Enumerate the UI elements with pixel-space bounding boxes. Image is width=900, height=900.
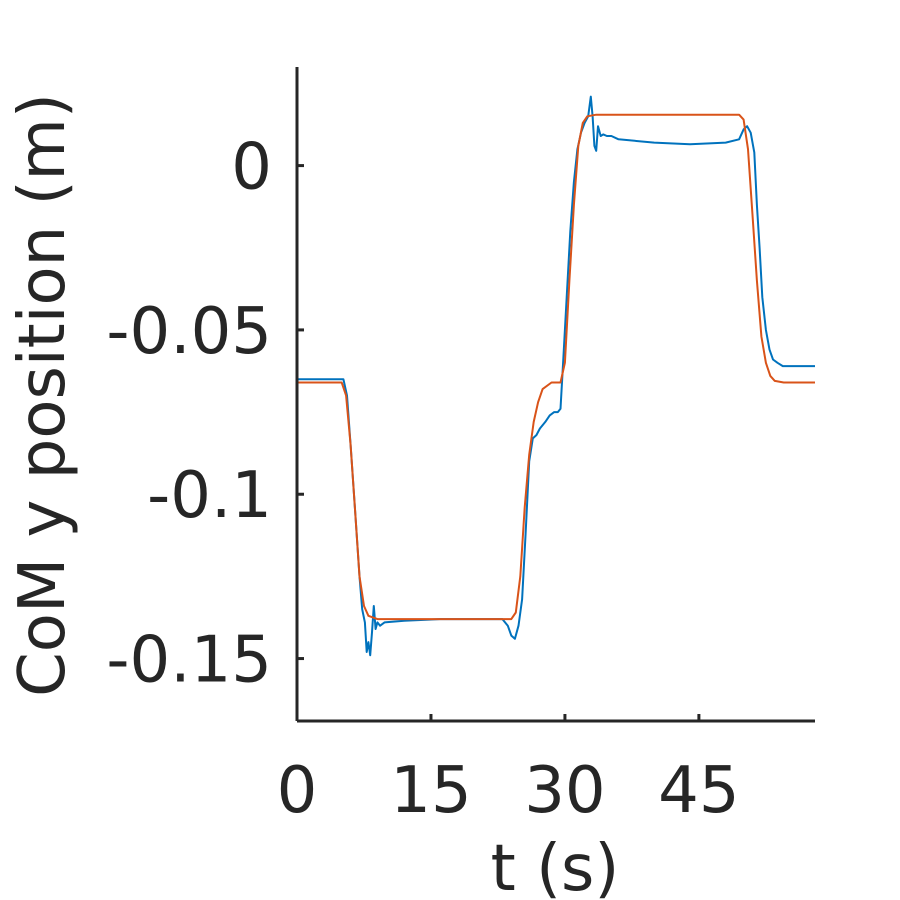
y-tick-label: -0.05 (106, 295, 272, 369)
y-tick-label: -0.15 (106, 624, 272, 698)
x-tick-label: 15 (390, 754, 471, 828)
series-line-1 (297, 95, 815, 657)
x-tick-label: 45 (658, 754, 739, 828)
x-tick-label: 0 (277, 754, 318, 828)
y-axis-label: CoM y position (m) (6, 93, 80, 697)
series-line-2 (297, 113, 815, 621)
x-axis-label: t (s) (491, 832, 620, 900)
y-tick-label: 0 (231, 131, 272, 205)
y-tick-label: -0.1 (147, 459, 272, 533)
x-tick-label: 30 (524, 754, 605, 828)
